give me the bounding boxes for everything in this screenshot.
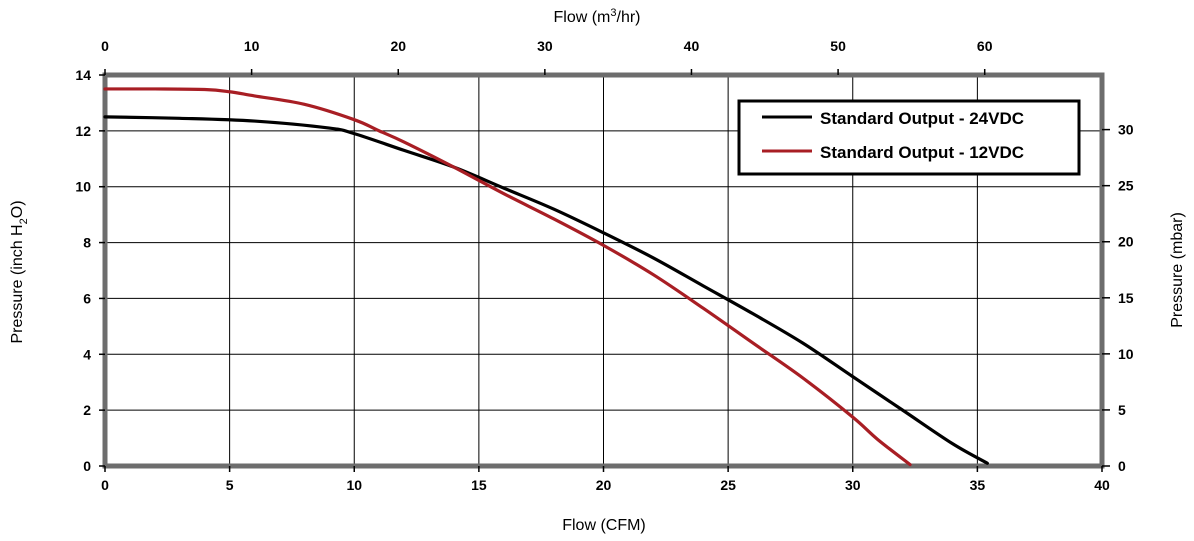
tick-labels: 0 5 10 15 20 25 30 35 400 10 20 30 40 50 6002468101214… [75, 38, 1133, 493]
y-left-tick-label: 12 [75, 123, 91, 139]
right-axis-title: Pressure (mbar) [1169, 212, 1186, 328]
x-top-tick-label: 60 [977, 38, 993, 54]
x-top-tick-label: 50 [830, 38, 846, 54]
y-right-tick-label: 0 [1118, 458, 1126, 474]
y-right-tick-label: 25 [1118, 178, 1134, 194]
x-top-tick-label: 20 [390, 38, 406, 54]
x-top-tick-label: 30 [537, 38, 553, 54]
x-bottom-tick-label: 40 [1094, 477, 1110, 493]
x-bottom-tick-label: 5 [226, 477, 234, 493]
y-left-tick-label: 10 [75, 179, 91, 195]
x-bottom-tick-label: 0 [101, 477, 109, 493]
x-top-tick-label: 0 [101, 38, 109, 54]
bottom-axis-title: Flow (CFM) [562, 517, 646, 534]
y-right-tick-label: 10 [1118, 346, 1134, 362]
y-right-tick-label: 30 [1118, 122, 1134, 138]
x-top-tick-label: 40 [684, 38, 700, 54]
y-right-tick-label: 15 [1118, 290, 1134, 306]
x-bottom-tick-label: 25 [720, 477, 736, 493]
top-axis-title: Flow (m3/hr) [553, 7, 640, 26]
y-left-tick-label: 14 [75, 67, 91, 83]
y-left-tick-label: 4 [83, 346, 91, 362]
y-right-tick-label: 20 [1118, 234, 1134, 250]
y-left-tick-label: 8 [83, 235, 91, 251]
legend-label-12vdc: Standard Output - 12VDC [820, 143, 1024, 162]
left-axis-title: Pressure (inch H2O) [9, 200, 30, 343]
x-top-tick-label: 10 [244, 38, 260, 54]
legend: Standard Output - 24VDC Standard Output … [737, 99, 1081, 176]
x-bottom-tick-label: 20 [596, 477, 612, 493]
legend-label-24vdc: Standard Output - 24VDC [820, 109, 1024, 128]
series-line-24vdc [103, 115, 989, 465]
series-lines [103, 87, 989, 467]
y-right-tick-label: 5 [1118, 402, 1126, 418]
x-bottom-tick-label: 15 [471, 477, 487, 493]
y-left-tick-label: 0 [83, 458, 91, 474]
y-left-tick-label: 6 [83, 290, 91, 306]
y-left-tick-label: 2 [83, 402, 91, 418]
x-bottom-tick-label: 35 [970, 477, 986, 493]
series-line-12vdc [103, 87, 912, 467]
x-bottom-tick-label: 10 [346, 477, 362, 493]
legend-box [737, 99, 1081, 176]
x-bottom-tick-label: 30 [845, 477, 861, 493]
